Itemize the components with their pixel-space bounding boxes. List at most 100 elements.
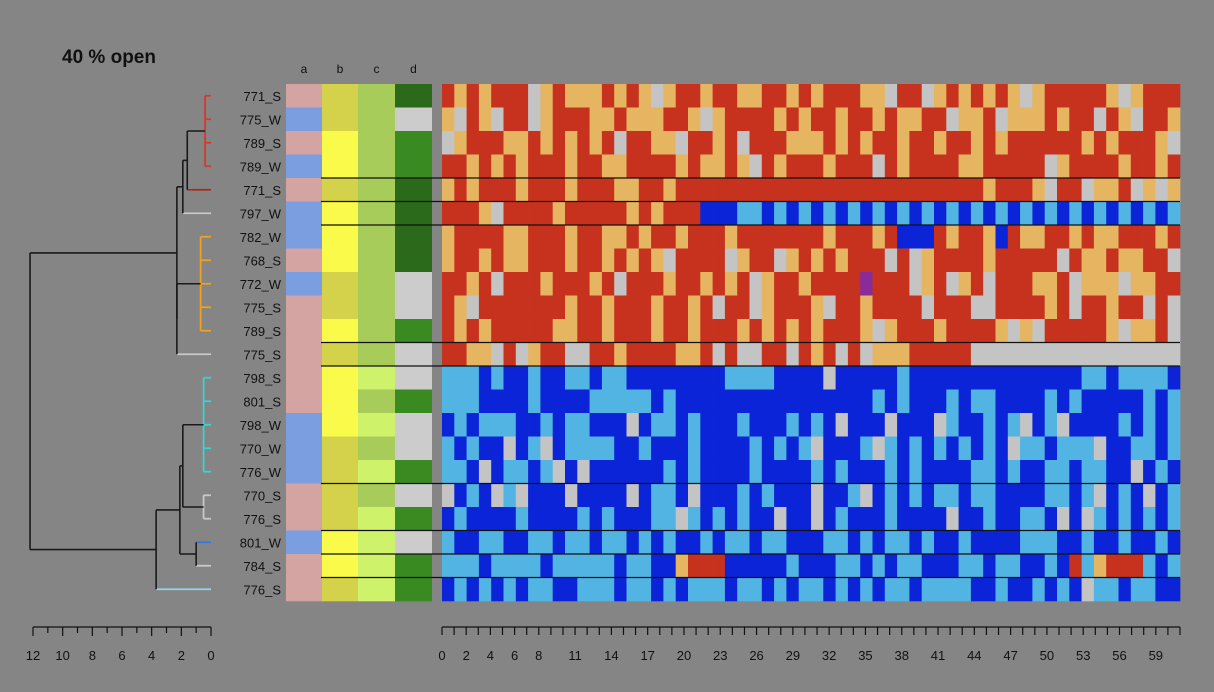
heatmap-cell <box>700 342 713 367</box>
heatmap-cell <box>454 413 467 437</box>
heatmap-cell <box>897 201 910 226</box>
heatmap-cell <box>1020 201 1033 226</box>
heatmap-cell <box>1044 483 1058 508</box>
annotation-cell <box>286 295 322 320</box>
heatmap-cell <box>688 460 701 484</box>
heatmap-cell <box>737 319 750 343</box>
heatmap-cell <box>970 107 984 132</box>
heatmap-cell <box>798 460 812 484</box>
heatmap-cell <box>872 530 886 555</box>
heatmap-cell <box>638 319 652 343</box>
heatmap-cell <box>983 389 996 414</box>
heatmap-cell <box>454 154 467 179</box>
heatmap-cell <box>835 460 849 484</box>
heatmap-cell <box>811 389 824 414</box>
heatmap-cell <box>478 413 492 437</box>
heatmap-cell <box>847 460 861 484</box>
x-axis-tick-label: 50 <box>1040 648 1054 663</box>
heatmap-cell <box>1007 342 1021 367</box>
heatmap-cell <box>823 107 836 132</box>
heatmap-cell <box>1044 413 1058 437</box>
annotation-cell <box>322 460 358 484</box>
heatmap-cell <box>934 507 947 531</box>
dendrogram-axis-tick-label: 2 <box>178 648 185 663</box>
x-axis-tick-label: 47 <box>1003 648 1017 663</box>
row-label: 775_S <box>243 347 281 362</box>
heatmap-cell <box>528 225 541 249</box>
heatmap-cell <box>761 84 775 108</box>
heatmap-cell <box>503 530 517 555</box>
heatmap-cell <box>552 577 566 602</box>
heatmap-cell <box>798 389 812 414</box>
heatmap-cell <box>688 201 701 226</box>
heatmap-cell <box>454 84 467 108</box>
heatmap-cell <box>540 483 554 508</box>
heatmap-cell <box>663 507 677 531</box>
heatmap-cell <box>700 154 713 179</box>
heatmap-cell <box>1044 507 1058 531</box>
heatmap-cell <box>478 342 492 367</box>
heatmap-cell <box>847 319 861 343</box>
heatmap-cell <box>983 154 996 179</box>
heatmap-cell <box>614 84 627 108</box>
heatmap-cell <box>515 84 529 108</box>
heatmap-cell <box>491 272 504 296</box>
heatmap-cell <box>675 107 689 132</box>
heatmap-cell <box>540 436 554 461</box>
annotation-cell <box>358 389 395 414</box>
heatmap-cell <box>552 272 566 296</box>
heatmap-cell <box>712 507 726 531</box>
heatmap-cell <box>1130 483 1144 508</box>
annotation-cell <box>358 554 395 578</box>
heatmap-cell <box>565 507 578 531</box>
heatmap-cell <box>737 248 750 273</box>
x-axis-tick-label: 17 <box>640 648 654 663</box>
heatmap-cell <box>589 366 603 390</box>
heatmap-cell <box>909 436 923 461</box>
heatmap-cell <box>1143 248 1156 273</box>
annotation-cell <box>286 107 322 132</box>
heatmap-cell <box>823 178 836 202</box>
heatmap-cell <box>983 178 996 202</box>
heatmap-cell <box>1155 389 1169 414</box>
heatmap-cell <box>1118 483 1132 508</box>
heatmap-cell <box>737 577 750 602</box>
heatmap-cell <box>1069 107 1082 132</box>
heatmap-cell <box>811 577 824 602</box>
heatmap-cell <box>798 131 812 155</box>
heatmap-cell <box>515 554 529 578</box>
heatmap-cell <box>1057 554 1070 578</box>
heatmap-cell <box>823 389 836 414</box>
heatmap-cell <box>761 507 775 531</box>
annotation-cell <box>286 342 322 367</box>
heatmap-cell <box>774 530 787 555</box>
heatmap-cell <box>1155 84 1169 108</box>
heatmap-cell <box>1020 131 1033 155</box>
heatmap-cell <box>515 460 529 484</box>
heatmap-cell <box>835 530 849 555</box>
heatmap-cell <box>700 178 713 202</box>
heatmap-cell <box>749 272 763 296</box>
heatmap-cell <box>909 319 923 343</box>
heatmap-cell <box>540 389 554 414</box>
heatmap-cell <box>737 389 750 414</box>
annotation-cell <box>358 84 395 108</box>
heatmap-cell <box>1118 295 1132 320</box>
heatmap-cell <box>798 436 812 461</box>
heatmap-cell <box>1130 530 1144 555</box>
heatmap-cell <box>589 295 603 320</box>
heatmap-cell <box>565 178 578 202</box>
heatmap-cell <box>909 530 923 555</box>
heatmap-cell <box>491 507 504 531</box>
heatmap-cell <box>761 483 775 508</box>
heatmap-cell <box>675 248 689 273</box>
heatmap-cell <box>749 460 763 484</box>
heatmap-cell <box>540 248 554 273</box>
heatmap-cell <box>663 554 677 578</box>
heatmap-cell <box>1057 107 1070 132</box>
heatmap-cell <box>872 460 886 484</box>
heatmap-cell <box>1106 554 1119 578</box>
heatmap-cell <box>638 107 652 132</box>
heatmap-cell <box>934 436 947 461</box>
